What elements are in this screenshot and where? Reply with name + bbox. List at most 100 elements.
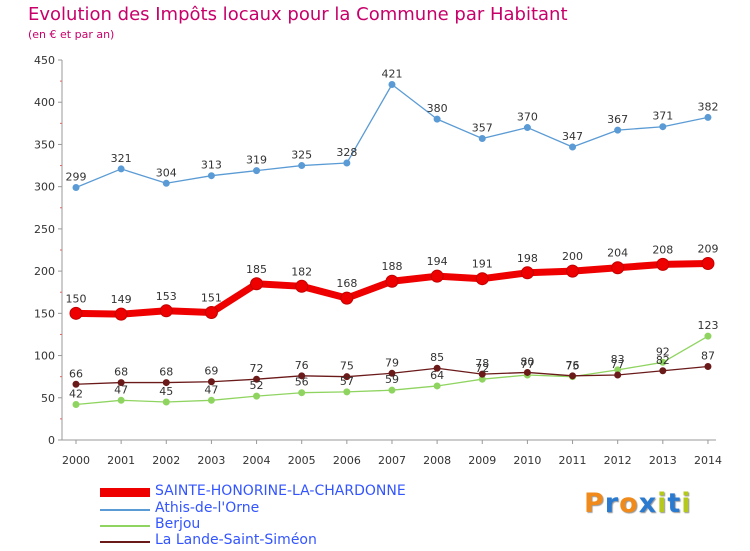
data-label: 66 xyxy=(69,367,83,380)
data-point xyxy=(659,367,667,375)
data-point xyxy=(614,371,622,379)
data-label: 421 xyxy=(381,67,402,80)
data-point xyxy=(569,372,577,380)
logo-letter: i xyxy=(657,488,668,519)
x-tick-label: 2004 xyxy=(243,454,271,467)
data-point xyxy=(704,113,712,121)
data-point xyxy=(207,378,215,386)
legend-swatch xyxy=(100,509,150,511)
data-label: 69 xyxy=(204,365,218,378)
data-label: 56 xyxy=(295,376,309,389)
data-point xyxy=(656,257,670,271)
y-tick-label: 450 xyxy=(34,54,55,67)
data-label: 82 xyxy=(656,354,670,367)
data-labels: 299 321 304 313 319 325 328 421 380 357 370 347 367 3… xyxy=(66,67,719,400)
data-label: 304 xyxy=(156,166,177,179)
y-tick-label: 200 xyxy=(34,265,55,278)
legend-label: Berjou xyxy=(155,516,201,532)
x-tick-label: 2013 xyxy=(649,454,677,467)
data-label: 185 xyxy=(246,263,267,276)
proxiti-logo: Proxiti xyxy=(584,488,692,519)
data-label: 325 xyxy=(291,149,312,162)
data-label: 47 xyxy=(114,383,128,396)
data-point xyxy=(253,392,261,400)
data-label: 319 xyxy=(246,154,267,167)
data-label: 80 xyxy=(520,355,534,368)
data-point xyxy=(69,306,83,320)
data-point xyxy=(478,370,486,378)
data-point xyxy=(204,305,218,319)
data-label: 72 xyxy=(475,362,489,375)
y-tick-label: 0 xyxy=(48,434,55,447)
x-tick-label: 2006 xyxy=(333,454,361,467)
data-label: 208 xyxy=(652,243,673,256)
data-label: 85 xyxy=(430,351,444,364)
data-point xyxy=(475,272,489,286)
data-label: 328 xyxy=(336,146,357,159)
data-label: 78 xyxy=(475,357,489,370)
x-tick-label: 2000 xyxy=(62,454,90,467)
data-point xyxy=(253,375,261,383)
data-label: 83 xyxy=(611,353,625,366)
data-point xyxy=(159,304,173,318)
data-point xyxy=(659,358,667,366)
data-point xyxy=(207,172,215,180)
data-point xyxy=(298,372,306,380)
data-label: 64 xyxy=(430,369,444,382)
logo-letter: r xyxy=(604,488,620,519)
y-tick-label: 250 xyxy=(34,223,55,236)
legend-label: Athis-de-l'Orne xyxy=(155,500,260,516)
data-label: 151 xyxy=(201,291,222,304)
data-point xyxy=(704,332,712,340)
data-point xyxy=(343,373,351,381)
y-tick-label: 150 xyxy=(34,307,55,320)
data-label: 357 xyxy=(472,122,493,135)
data-point xyxy=(523,124,531,132)
data-point xyxy=(72,380,80,388)
data-point xyxy=(72,184,80,192)
x-tick-label: 2007 xyxy=(378,454,406,467)
data-label: 42 xyxy=(69,388,83,401)
data-label: 321 xyxy=(111,152,132,165)
data-point xyxy=(117,379,125,387)
data-label: 92 xyxy=(656,345,670,358)
logo-letter: P xyxy=(584,488,605,519)
data-point xyxy=(701,257,715,271)
data-label: 45 xyxy=(159,385,173,398)
data-label: 370 xyxy=(517,111,538,124)
data-label: 72 xyxy=(250,362,264,375)
x-tick-label: 2014 xyxy=(694,454,722,467)
data-point xyxy=(388,369,396,377)
data-label: 191 xyxy=(472,258,493,271)
data-label: 182 xyxy=(291,265,312,278)
data-label: 200 xyxy=(562,250,583,263)
data-label: 57 xyxy=(340,375,354,388)
data-point xyxy=(388,386,396,394)
data-point xyxy=(704,363,712,371)
data-point xyxy=(343,388,351,396)
data-label: 347 xyxy=(562,130,583,143)
legend-swatch xyxy=(100,541,150,543)
data-point xyxy=(298,162,306,170)
x-tick-label: 2001 xyxy=(107,454,135,467)
logo-letter: x xyxy=(638,488,658,519)
data-label: 47 xyxy=(204,383,218,396)
x-tick-label: 2008 xyxy=(423,454,451,467)
data-point xyxy=(343,159,351,167)
data-point xyxy=(523,368,531,376)
data-point xyxy=(162,398,170,406)
legend-swatch xyxy=(100,488,150,497)
data-label: 77 xyxy=(611,358,625,371)
data-label: 59 xyxy=(385,373,399,386)
data-label: 68 xyxy=(159,366,173,379)
data-label: 79 xyxy=(385,356,399,369)
data-label: 149 xyxy=(111,293,132,306)
data-point xyxy=(385,274,399,288)
data-point xyxy=(478,135,486,143)
data-point xyxy=(253,167,261,175)
data-label: 76 xyxy=(295,359,309,372)
data-point xyxy=(162,179,170,187)
data-point xyxy=(298,389,306,397)
data-label: 168 xyxy=(336,277,357,290)
